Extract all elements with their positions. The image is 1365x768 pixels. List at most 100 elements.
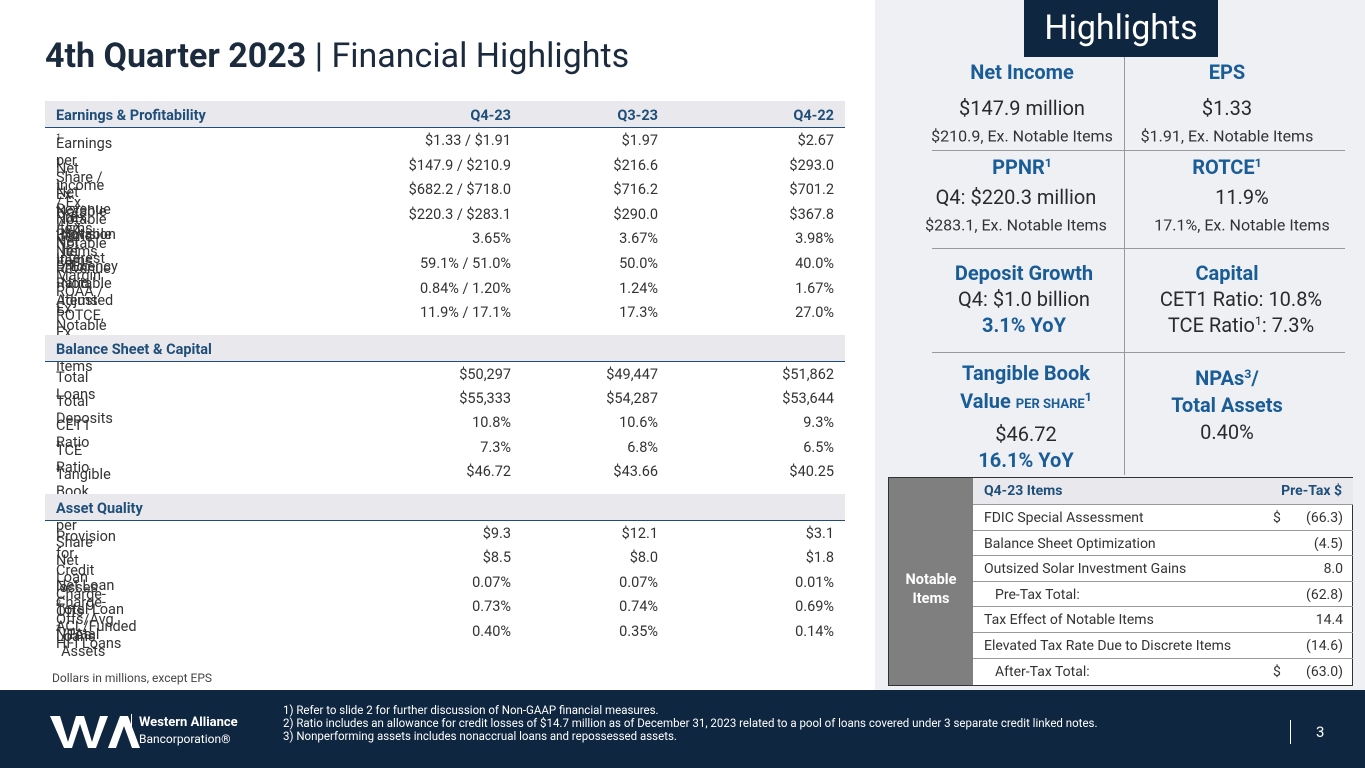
table-row: Net Loan Charge-Offs $8.5 $8.0 $1.8	[45, 546, 845, 620]
cell: 9.3%	[803, 414, 834, 432]
row-label: Net Revenue / Ex. Notable Items 1	[56, 181, 111, 269]
notable-currency: $	[1273, 510, 1281, 526]
text-part: Net Interest Margin	[56, 233, 106, 285]
divider	[932, 352, 1345, 353]
table-row: Provision for Credit losses $9.3 $12.1 $3.1	[45, 522, 845, 596]
section-header: Balance Sheet & Capital	[45, 335, 845, 362]
highlight-title: EPS	[1208, 60, 1246, 84]
cell: 0.73%	[472, 598, 511, 616]
cell: $49,447	[606, 366, 658, 383]
highlight-sub: $210.9, Ex. Notable Items	[931, 126, 1113, 146]
cell: $9.3	[482, 525, 511, 542]
section-header: Earnings & Profitability Q4-23 Q3-23 Q4-22	[45, 101, 845, 128]
text-part: NPAs	[56, 625, 92, 643]
superscript: 1	[56, 305, 62, 316]
text-part: /Total Assets	[61, 625, 106, 660]
header-cell: Q4-23	[470, 107, 511, 124]
row-label: TCE Ratio 1	[56, 439, 89, 476]
notable-label: Elevated Tax Rate Due to Discrete Items	[984, 638, 1232, 654]
highlight-title: NPAs3/	[1195, 366, 1259, 390]
row-label: Pre-Provision Net Revenue 1 / Ex. Notable…	[56, 206, 116, 277]
cell: 59.1% / 51.0%	[420, 255, 511, 272]
notable-label: After-Tax Total:	[995, 663, 1090, 680]
table-row: Total Loans $50,297 $49,447 $51,862	[45, 363, 845, 403]
superscript: 1	[1254, 314, 1262, 330]
cell: $43.66	[613, 462, 658, 480]
table-note: Dollars in millions, except EPS	[52, 671, 213, 685]
text-part: ROTCE	[1192, 155, 1255, 179]
notable-label: FDIC Special Assessment	[984, 510, 1144, 526]
text-part: / Ex. Notable Items	[61, 258, 112, 309]
page-divider	[1290, 720, 1291, 744]
table-row: Total Loan ACL/Funded HFI Loans 2 0.73% 0.7…	[45, 595, 845, 652]
logo-name: Western Alliance	[139, 715, 238, 730]
superscript: 1	[56, 463, 62, 474]
highlight-main: $1.33	[1201, 96, 1253, 120]
cell: 0.84% / 1.20%	[420, 279, 511, 297]
notable-value: (66.3)	[1306, 510, 1343, 526]
superscript: 1	[1084, 390, 1092, 406]
cell: $701.2	[789, 181, 834, 199]
cell: 40.0%	[795, 255, 834, 272]
cell: $147.9 / $210.9	[408, 156, 511, 174]
title-rest: | Financial Highlights	[314, 36, 630, 76]
cell: 0.07%	[619, 573, 658, 591]
cell: $716.2	[613, 181, 658, 199]
cell: 17.3%	[619, 304, 658, 322]
row-label: NPAs 3/Total Assets	[56, 623, 105, 660]
notable-label: Tax Effect of Notable Items	[984, 612, 1154, 629]
highlight-title: PPNR1	[992, 155, 1052, 179]
text-part: Earnings per Share / Ex. Notable Items	[56, 135, 113, 237]
text-part: PPNR	[992, 155, 1045, 179]
cell: $220.3 / $283.1	[408, 205, 511, 223]
highlight-main: 0.40%	[1200, 420, 1254, 444]
superscript: 3	[56, 623, 62, 634]
footnote: 3) Nonperforming assets includes nonaccr…	[283, 729, 677, 743]
row-label: Efficiency Ratio, Adjusted 1 / Ex. Notabl…	[56, 255, 118, 309]
logo-shape	[50, 716, 108, 748]
footer: Western Alliance Bancorporation® 1) Refe…	[0, 690, 1365, 768]
logo-divider	[131, 714, 132, 746]
title-part: Value	[960, 389, 1011, 413]
logo-sub: Bancorporation®	[139, 732, 231, 746]
cell: $1.97	[621, 132, 658, 149]
cell: 0.40%	[472, 622, 511, 640]
text-part: TCE Ratio	[56, 441, 90, 476]
cell: $216.6	[613, 156, 658, 174]
cell: 0.74%	[619, 598, 658, 616]
notable-header	[973, 478, 1353, 504]
highlight-title: Capital	[1195, 261, 1259, 285]
notable-value: (62.8)	[1306, 586, 1343, 603]
table-row: Total Deposits $55,333 $54,287 $53,644	[45, 387, 845, 427]
table-row: Pre-Provision Net Revenue 1 / Ex. Notable…	[45, 203, 845, 277]
highlights-tab: Highlights	[1024, 0, 1218, 57]
cell: 11.9% / 17.1%	[420, 304, 511, 322]
highlight-main: $147.9 million	[959, 96, 1085, 120]
text-part: : 7.3%	[1261, 313, 1315, 337]
notable-label: Balance Sheet Optimization	[984, 535, 1156, 552]
header-cell: Asset Quality	[56, 500, 143, 517]
notable-row: Balance Sheet Optimization (4.5)	[973, 529, 1353, 556]
title-small: PER SHARE	[1015, 397, 1085, 412]
highlight-sub: 17.1%, Ex. Notable Items	[1154, 215, 1330, 235]
superscript: 1	[56, 280, 62, 291]
text-part: Net Loan Charge-Offs/Avg. Loans	[56, 576, 118, 645]
text-part: Net Loan Charge-Offs	[56, 552, 106, 621]
cell: $290.0	[613, 205, 658, 223]
cell: $1.33 / $1.91	[424, 132, 511, 149]
notable-value: 14.4	[1315, 612, 1343, 629]
superscript: 1	[56, 133, 62, 144]
logo-shape	[108, 716, 140, 748]
text-part: Efficiency Ratio, Adjusted	[56, 258, 118, 309]
text-part: Provision for Credit losses	[56, 528, 116, 596]
notable-label: Pre-Tax Total:	[995, 586, 1080, 603]
highlight-title: Net Income	[970, 60, 1074, 84]
cell: $8.5	[482, 549, 511, 567]
cell: 3.98%	[795, 230, 834, 248]
notable-value: (14.6)	[1306, 638, 1343, 654]
highlight-title: Deposit Growth	[954, 261, 1094, 285]
cell: $8.0	[629, 549, 658, 567]
